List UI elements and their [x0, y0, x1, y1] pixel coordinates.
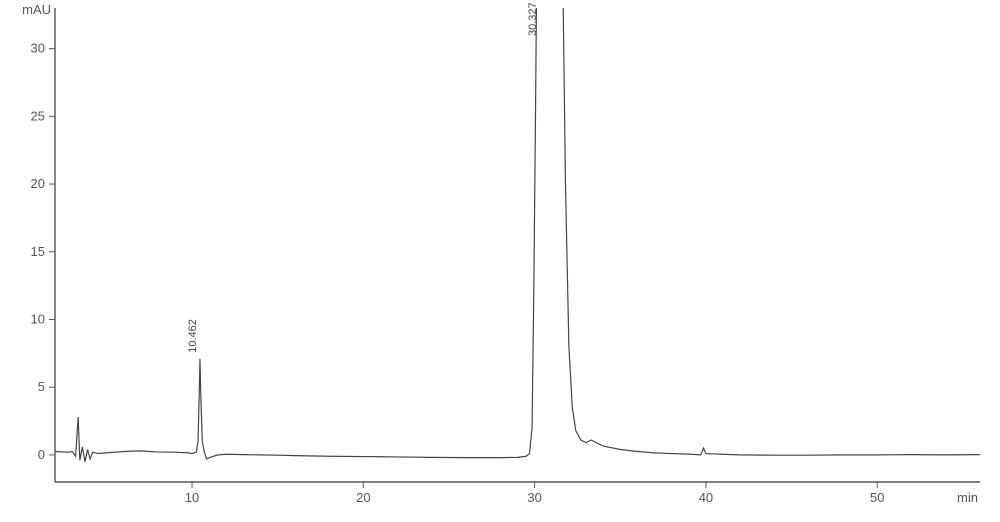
svg-text:30: 30: [31, 41, 45, 56]
svg-text:min: min: [957, 490, 978, 505]
svg-text:10: 10: [31, 311, 45, 326]
chromatogram-chart: 0 5 10 15 20 25 30 mAU 10 20 30 40 50 min 10.462 30.327: [0, 0, 1000, 522]
svg-text:50: 50: [870, 490, 884, 505]
svg-text:10: 10: [185, 490, 199, 505]
svg-text:0: 0: [38, 447, 45, 462]
svg-text:25: 25: [31, 108, 45, 123]
svg-text:mAU: mAU: [22, 2, 51, 17]
svg-text:15: 15: [31, 244, 45, 259]
svg-text:30.327: 30.327: [527, 2, 539, 36]
svg-text:20: 20: [31, 176, 45, 191]
chromatogram-svg: 0 5 10 15 20 25 30 mAU 10 20 30 40 50 min 10.462 30.327: [0, 0, 1000, 522]
svg-text:10.462: 10.462: [187, 319, 199, 353]
svg-text:5: 5: [38, 379, 45, 394]
svg-text:40: 40: [699, 490, 713, 505]
svg-text:20: 20: [356, 490, 370, 505]
svg-text:30: 30: [527, 490, 541, 505]
